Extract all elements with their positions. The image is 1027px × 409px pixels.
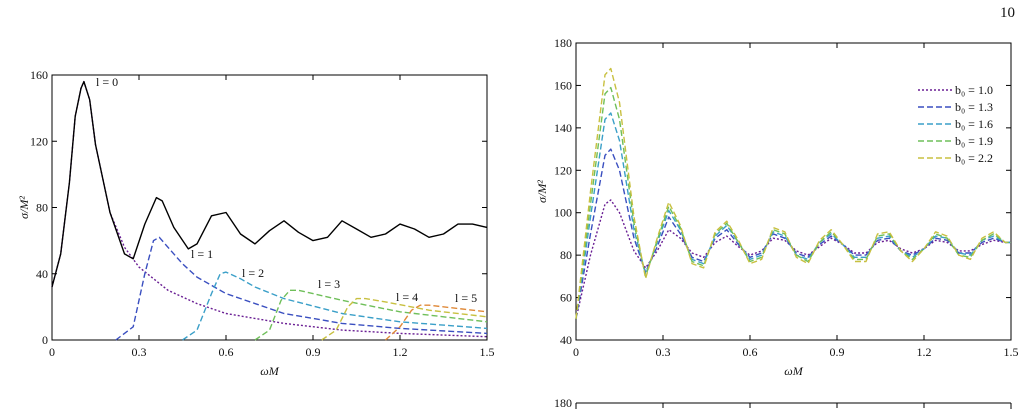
plot-frame — [51, 74, 488, 341]
series-line-l-0 — [51, 80, 488, 338]
legend-label: b₀ = 2.2 — [955, 151, 993, 165]
y-tick-label: 100 — [554, 206, 572, 220]
x-tick-label: 0.3 — [656, 345, 671, 359]
y-tick-label: 40 — [560, 333, 572, 347]
series-line-b-1-3 — [575, 148, 1011, 319]
curve-label: l = 5 — [455, 291, 477, 305]
legend-label: b₀ = 1.3 — [955, 100, 993, 114]
legend-label: b₀ = 1.9 — [955, 134, 993, 148]
x-tick-label: 1.5 — [480, 345, 495, 359]
x-tick-label: 0.3 — [132, 345, 147, 359]
x-axis-label: ωM — [260, 364, 279, 378]
x-tick-label: 0.6 — [219, 345, 234, 359]
series-line-total — [51, 80, 488, 288]
y-tick-label: 80 — [36, 201, 48, 215]
y-tick-label: 180 — [554, 36, 572, 50]
x-tick-label: 0.9 — [306, 345, 321, 359]
y-tick-label: 40 — [36, 267, 48, 281]
chart-1: 0 0.3 0.6 0.9 1.2 1.5 0 40 80 120 160 ωM σ/M² l = 0 l … — [17, 68, 495, 378]
x-tick-label: 1.2 — [917, 345, 932, 359]
series-line-b-2-2 — [575, 67, 1011, 319]
series-line-b-1-9 — [575, 86, 1011, 319]
x-tick-label: 0.6 — [743, 345, 758, 359]
y-axis-label: σ/M² — [535, 180, 549, 203]
series-line-b-1-6 — [575, 112, 1011, 319]
curve-label: l = 1 — [191, 247, 213, 261]
chart-2: 0 0.3 0.6 0.9 1.2 1.5 40 60 80 100 120 140 160 180 ωM σ… — [535, 36, 1019, 378]
legend: b₀ = 1.0 b₀ = 1.3 b₀ = 1.6 b₀ = 1.9 b₀ = 2.2 — [918, 83, 993, 165]
series-line-l-2 — [182, 271, 488, 341]
x-tick-label: 0.9 — [830, 345, 845, 359]
plot-frame — [575, 42, 1012, 341]
legend-label: b₀ = 1.0 — [955, 83, 993, 97]
y-tick-label: 60 — [560, 291, 572, 305]
chart-3-partial: 180 — [554, 396, 1012, 409]
legend-label: b₀ = 1.6 — [955, 117, 993, 131]
y-axis-label: σ/M² — [17, 196, 31, 219]
y-tick-label: 120 — [554, 163, 572, 177]
x-axis-label: ωM — [784, 364, 803, 378]
curve-label: l = 3 — [318, 277, 340, 291]
curve-label: l = 2 — [242, 266, 264, 280]
curve-label: l = 4 — [396, 290, 418, 304]
page-number: 10 — [1000, 5, 1015, 21]
series-line-l-1 — [115, 236, 488, 341]
series-line-l-4 — [321, 297, 488, 341]
y-tick-label: 140 — [554, 121, 572, 135]
x-tick-label: 1.5 — [1004, 345, 1019, 359]
y-tick-label: 160 — [30, 68, 48, 82]
y-tick-label: 0 — [42, 333, 48, 347]
y-tick-label: 160 — [554, 78, 572, 92]
series-line-l-3 — [254, 289, 488, 341]
y-tick-label: 80 — [560, 248, 572, 262]
curve-label: l = 0 — [96, 75, 118, 89]
x-tick-label: 0 — [573, 345, 579, 359]
series-line-l-5 — [385, 304, 488, 341]
x-tick-label: 0 — [49, 345, 55, 359]
y-tick-label: 180 — [554, 396, 572, 409]
x-tick-label: 1.2 — [393, 345, 408, 359]
y-tick-label: 120 — [30, 134, 48, 148]
